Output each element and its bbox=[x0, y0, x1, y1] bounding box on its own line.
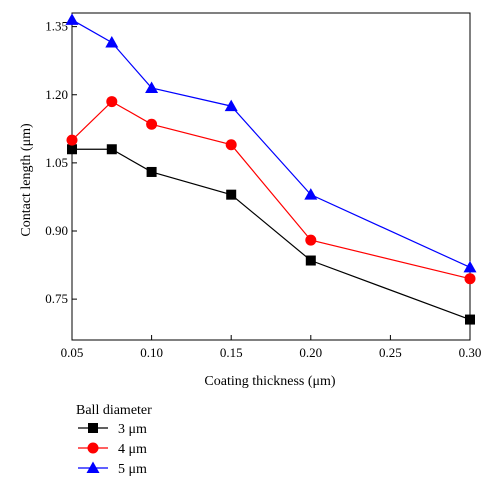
data-point bbox=[226, 189, 237, 200]
data-point bbox=[464, 273, 476, 285]
x-axis-ticks: 0.05 0.10 0.15 0.20 0.25 0.30 bbox=[61, 335, 482, 360]
legend-label: 3 μm bbox=[118, 422, 147, 437]
x-tick-label: 0.25 bbox=[379, 345, 402, 360]
x-axis-title: Coating thickness (μm) bbox=[204, 374, 335, 389]
legend-marker bbox=[88, 423, 98, 433]
data-point bbox=[66, 134, 78, 146]
y-tick-label: 0.75 bbox=[45, 291, 68, 306]
data-point bbox=[463, 260, 477, 273]
legend-item: 4 μm bbox=[78, 442, 147, 457]
data-point bbox=[106, 144, 117, 155]
x-tick-label: 0.10 bbox=[140, 345, 163, 360]
data-point bbox=[304, 188, 318, 200]
legend-marker bbox=[87, 442, 99, 454]
legend-items: 3 μm 4 μm 5 μm bbox=[78, 422, 147, 477]
legend-label: 5 μm bbox=[118, 462, 147, 477]
data-point bbox=[224, 99, 238, 112]
x-tick-label: 0.15 bbox=[220, 345, 243, 360]
legend-item: 3 μm bbox=[78, 422, 147, 437]
series-2 bbox=[66, 96, 476, 285]
series-line bbox=[71, 19, 471, 268]
series-layer bbox=[65, 13, 477, 325]
data-point bbox=[465, 314, 475, 325]
data-point bbox=[105, 36, 119, 48]
data-point bbox=[67, 144, 77, 155]
data-point bbox=[65, 13, 79, 25]
plot-frame bbox=[71, 12, 471, 341]
series-1 bbox=[67, 144, 475, 325]
y-tick-label: 1.05 bbox=[45, 155, 68, 170]
legend-marker bbox=[86, 461, 100, 473]
x-tick-label: 0.30 bbox=[459, 345, 482, 360]
y-tick-label: 1.35 bbox=[45, 19, 68, 34]
legend-title: Ball diameter bbox=[76, 403, 152, 418]
y-tick-label: 0.90 bbox=[45, 223, 68, 238]
x-tick-label: 0.05 bbox=[61, 345, 84, 360]
legend-item: 5 μm bbox=[78, 461, 147, 477]
data-point bbox=[145, 81, 159, 93]
y-axis-title: Contact length (μm) bbox=[19, 123, 34, 237]
series-3 bbox=[65, 13, 477, 273]
data-point bbox=[106, 96, 118, 108]
y-axis-ticks: 0.75 0.90 1.05 1.20 1.35 bbox=[45, 19, 77, 306]
x-tick-label: 0.20 bbox=[299, 345, 322, 360]
data-point bbox=[305, 234, 317, 246]
data-point bbox=[146, 118, 158, 130]
legend-label: 4 μm bbox=[118, 442, 147, 457]
y-tick-label: 1.20 bbox=[45, 87, 68, 102]
series-line bbox=[72, 148, 471, 321]
series-line bbox=[71, 100, 471, 280]
plot-area bbox=[71, 12, 471, 341]
data-point bbox=[305, 255, 316, 266]
legend: Ball diameter 3 μm 4 μm 5 μm bbox=[76, 403, 152, 477]
data-point bbox=[225, 139, 237, 151]
data-point bbox=[146, 166, 157, 177]
